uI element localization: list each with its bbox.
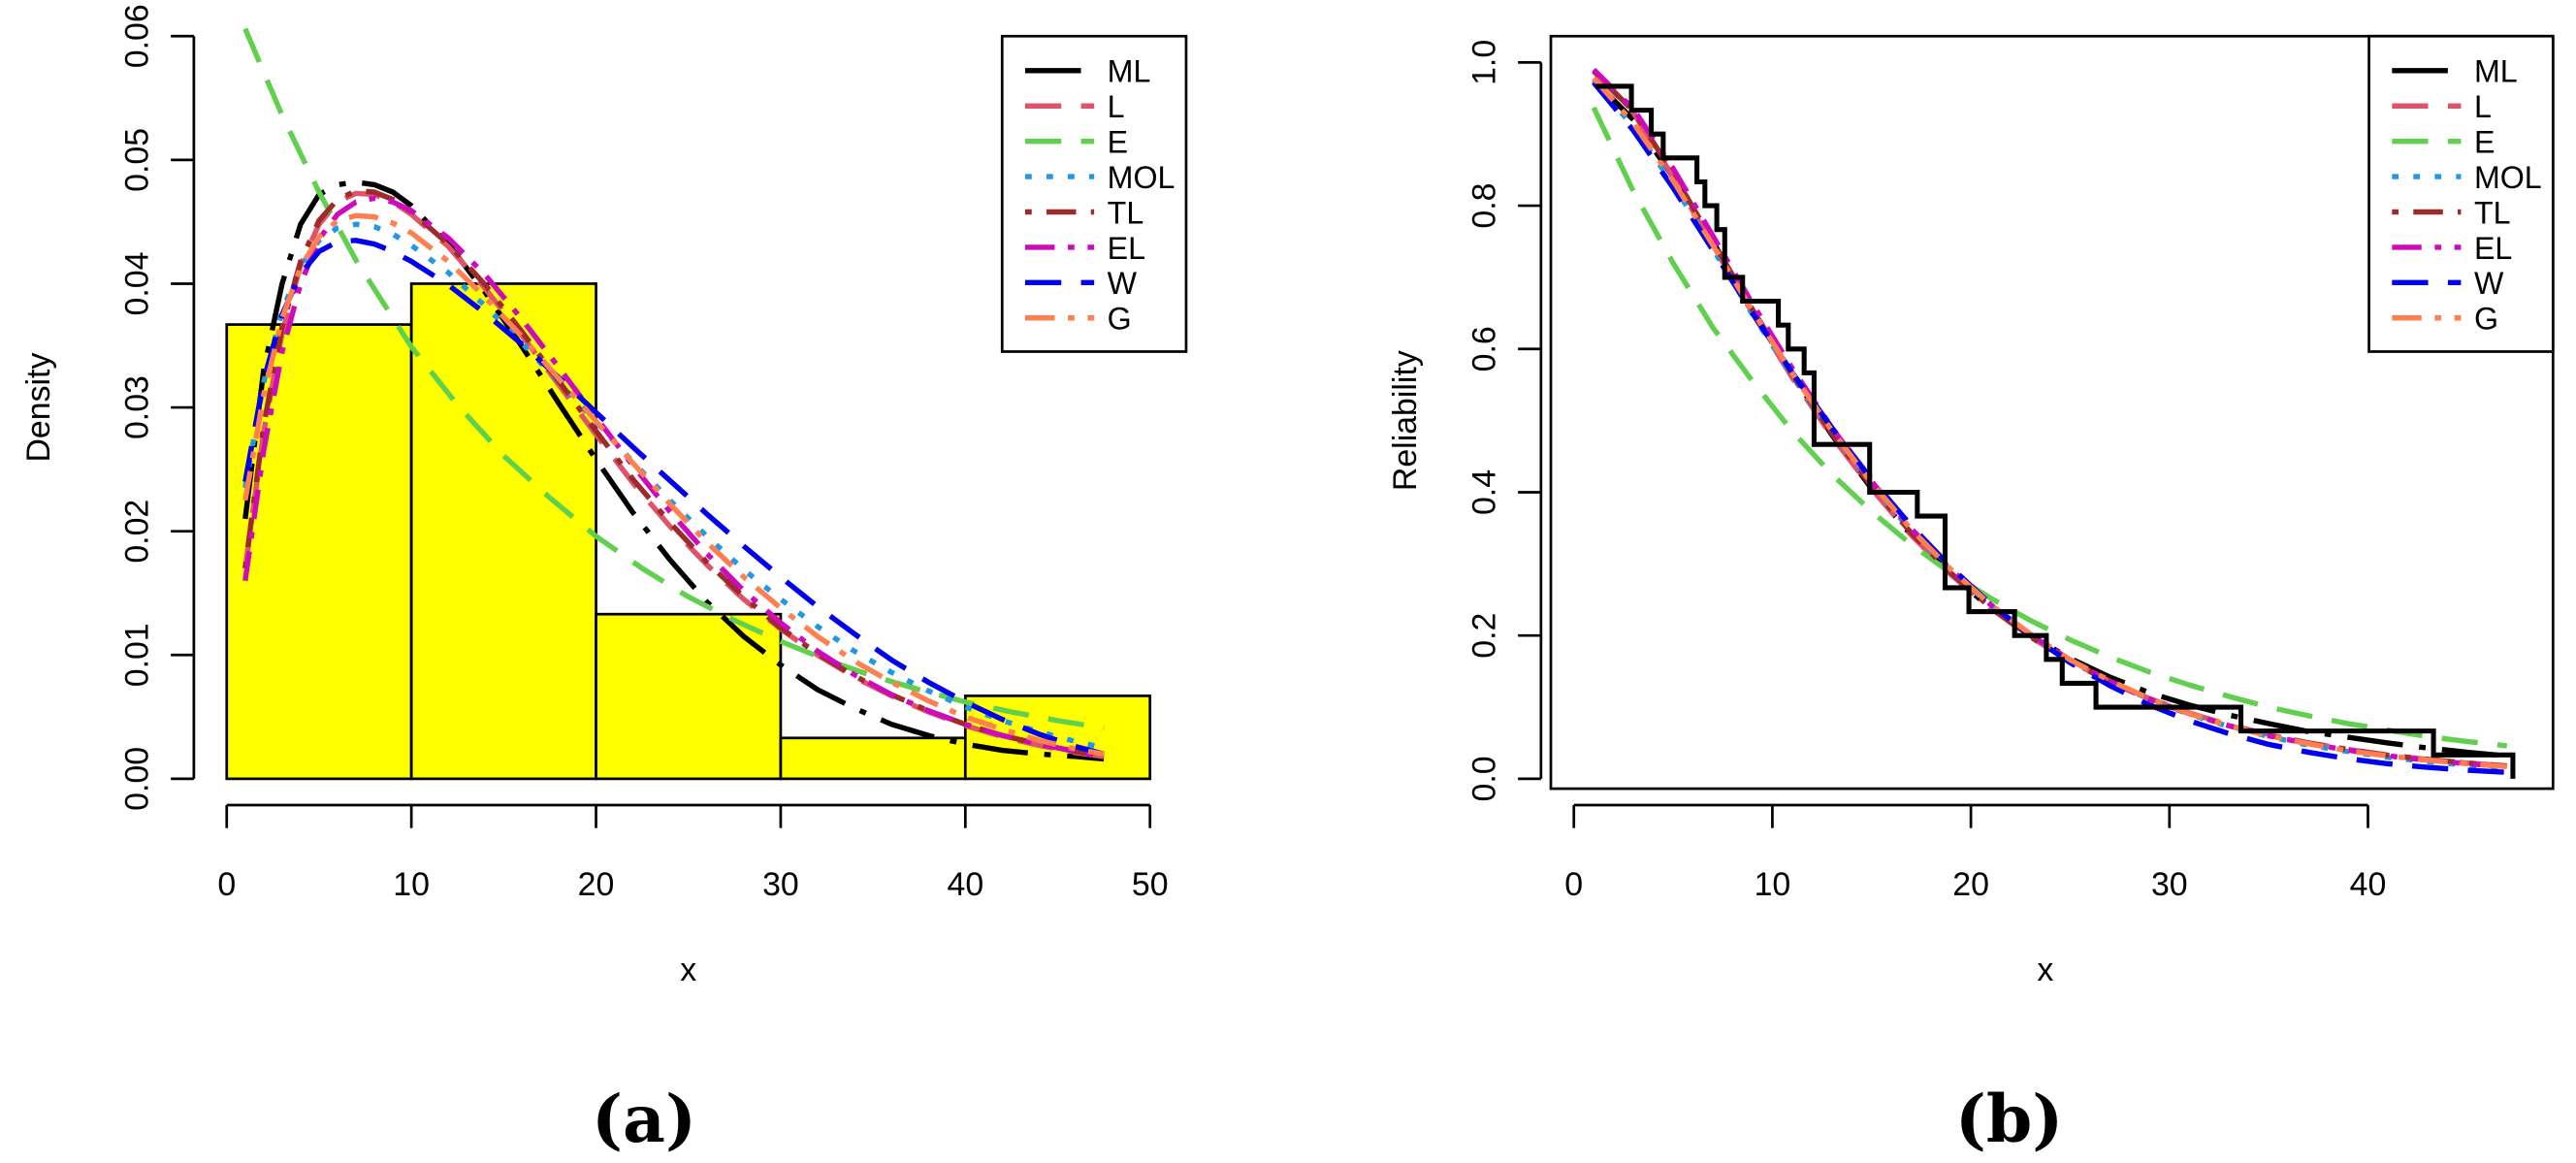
x-axis-label: x <box>680 952 696 988</box>
x-tick-label: 20 <box>578 866 615 903</box>
y-tick-label: 0.6 <box>1465 326 1502 372</box>
legend-label-mol: MOL <box>2474 160 2542 195</box>
y-axis: 0.0 0.2 0.4 0.6 0.8 1.0 Reliability <box>1387 40 1543 801</box>
x-tick-label: 20 <box>1952 866 1989 903</box>
y-tick-label: 0.01 <box>118 623 155 687</box>
empirical-step-line <box>1595 83 2516 779</box>
panel-label: (b) <box>1955 1080 2063 1157</box>
legend-box <box>1000 34 1188 353</box>
curves <box>242 27 1105 762</box>
x-tick-label: 40 <box>947 866 983 903</box>
legend-label-ml: ML <box>2474 54 2518 89</box>
legend-label-g: G <box>1108 302 1132 337</box>
y-tick-label: 0.04 <box>118 252 155 316</box>
x-tick-label: 30 <box>762 866 799 903</box>
x-axis: 0 10 20 30 40 50 x <box>217 803 1169 988</box>
x-axis-label: x <box>2037 952 2053 988</box>
panel-label: (a) <box>592 1080 696 1157</box>
y-axis-label: Density <box>20 353 57 463</box>
y-axis: 0.00 0.01 0.02 0.03 0.04 0.05 0.06 Density <box>20 4 196 811</box>
x-tick-label: 40 <box>2350 866 2387 903</box>
legend-label-ml: ML <box>1108 54 1151 89</box>
y-tick-label: 0.00 <box>118 747 155 811</box>
y-tick-label: 0.06 <box>118 4 155 68</box>
series-line-e <box>242 27 1105 731</box>
histogram-bar <box>409 282 597 781</box>
series-line-w <box>242 238 1105 757</box>
legend-label-e: E <box>2474 125 2495 160</box>
y-tick-label: 1.0 <box>1465 40 1502 85</box>
y-tick-label: 0.05 <box>118 128 155 192</box>
plot-frame <box>1549 34 2555 791</box>
y-tick-label: 0.0 <box>1465 756 1502 801</box>
histogram-bar <box>225 323 413 781</box>
x-axis: 0 10 20 30 40 x <box>1564 803 2387 988</box>
x-tick-label: 10 <box>1755 866 1791 903</box>
y-tick-label: 0.2 <box>1465 613 1502 659</box>
legend-label-g: G <box>2474 302 2498 337</box>
x-tick-label: 10 <box>393 866 430 903</box>
x-tick-label: 0 <box>1564 866 1583 903</box>
x-tick-label: 50 <box>1132 866 1169 903</box>
histogram-bar <box>963 695 1152 781</box>
legend-label-e: E <box>1108 125 1128 160</box>
legend-label-tl: TL <box>1108 195 1144 230</box>
chart-panel-b: 0 10 20 30 40 x 0.0 0.2 0.4 0.6 0.8 1.0 Reliability M… <box>1387 34 2555 1157</box>
legend-label-el: EL <box>1108 231 1145 266</box>
legend-label-l: L <box>1108 89 1125 124</box>
series-line-w <box>1592 81 2507 775</box>
y-tick-label: 0.03 <box>118 375 155 439</box>
series-line-el <box>242 195 1105 759</box>
legend-label-mol: MOL <box>1108 160 1175 195</box>
series-line-g <box>242 212 1105 758</box>
y-tick-label: 0.8 <box>1465 183 1502 229</box>
legend-label-l: L <box>2474 89 2492 124</box>
legend-label-w: W <box>2474 266 2504 301</box>
series-line-el <box>1592 67 2507 770</box>
chart-panel-a: 0 10 20 30 40 50 x 0.00 0.01 0.02 0.03 0.04 0.05 0.06… <box>20 4 1188 1157</box>
y-tick-label: 0.4 <box>1465 469 1502 515</box>
histogram-bar <box>595 612 783 781</box>
histogram-bar <box>779 736 967 781</box>
legend-label-w: W <box>1108 266 1138 301</box>
y-axis-label: Reliability <box>1387 350 1424 491</box>
series-line-e <box>1591 106 2508 749</box>
x-tick-label: 0 <box>217 866 236 903</box>
x-tick-label: 30 <box>2151 866 2188 903</box>
legend-label-tl: TL <box>2474 195 2511 230</box>
legend-box <box>2367 34 2555 353</box>
y-tick-label: 0.02 <box>118 500 155 564</box>
figure-root: 0 10 20 30 40 50x0.000.010.020.030.040.050.06… <box>20 4 2555 1157</box>
legend-label-el: EL <box>2474 231 2512 266</box>
curves <box>1591 67 2516 779</box>
